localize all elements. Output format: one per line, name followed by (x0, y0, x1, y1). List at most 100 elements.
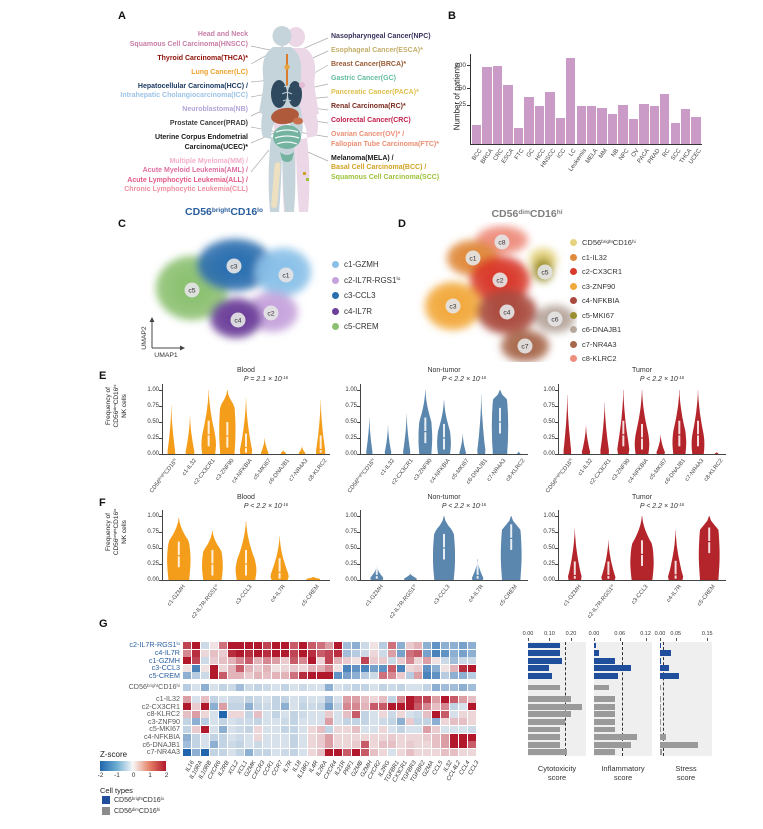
heatmap-cell (254, 649, 263, 657)
heatmap-cell (387, 748, 396, 756)
organs (271, 54, 309, 208)
heatmap-cell (236, 684, 245, 691)
zscore-tick-label: 1 (148, 772, 152, 779)
score-tick-mark (570, 638, 572, 641)
score-bar (594, 741, 631, 748)
y-tick-mark (357, 422, 360, 423)
y-tick-label: 0.50 (345, 418, 357, 425)
heatmap-cell (396, 703, 405, 711)
cluster-badge-label: c1 (469, 255, 476, 262)
heatmap-cell (387, 672, 396, 680)
heatmap-cell (325, 695, 334, 703)
cluster-badge (499, 304, 515, 320)
heatmap-cell (369, 741, 378, 749)
heatmap-cell (218, 710, 227, 718)
heatmap-cell (343, 710, 352, 718)
heatmap-cell (441, 733, 450, 741)
heatmap-cell (334, 649, 343, 657)
heatmap-cell (307, 726, 316, 733)
heatmap-cell (432, 710, 441, 718)
score-tick-mark (660, 638, 661, 641)
heatmap-cell (423, 657, 432, 665)
heatmap-cell (236, 726, 245, 733)
heatmap-cell (361, 703, 370, 711)
x-axis-line (162, 580, 330, 582)
cluster-badge (184, 282, 200, 298)
heatmap-cell (272, 695, 281, 703)
heatmap-cell (280, 695, 289, 703)
heatmap-cell (263, 684, 272, 691)
heatmap-cell (387, 733, 396, 741)
heatmap-cell (200, 726, 209, 733)
heatmap-cell (450, 664, 459, 672)
heatmap-row-label: c2-CX3CR1 (141, 701, 180, 711)
axis-category-label-text: CD56brightCD16hi (544, 457, 574, 495)
legend-label: c7-NR4A3 (582, 339, 617, 349)
heatmap-cell (209, 733, 218, 741)
heatmap-cell (245, 649, 254, 657)
heatmap-cell (361, 748, 370, 756)
y-tick-mark (159, 390, 162, 391)
cancer-labels-left: Head and Neck Squamous Cell Carcinoma(HNS… (95, 30, 248, 199)
heatmap-cell (432, 748, 441, 756)
x-axis-line (162, 454, 330, 456)
heatmap-cell (450, 703, 459, 711)
heatmap-cell (405, 695, 414, 703)
heatmap-cell (441, 741, 450, 749)
heatmap-cell (272, 741, 281, 749)
axis-category-label-text: c5-CREM (696, 584, 717, 608)
heatmap-cell (191, 642, 200, 649)
heatmap-cell (316, 642, 325, 649)
y-tick-label: 0.75 (543, 402, 555, 409)
heatmap-cell (352, 649, 361, 657)
zscore-tick-label: -2 (97, 772, 104, 779)
heatmap-cell (289, 726, 298, 733)
violin-pvalue: P < 2.2 × 10-16 (243, 502, 289, 510)
heatmap-cell (218, 748, 227, 756)
score-panel-bg (660, 642, 712, 756)
heatmap-cell (378, 710, 387, 718)
bar (513, 128, 524, 144)
heatmap-cell (289, 684, 298, 691)
panel-label-e: E (99, 370, 107, 382)
heatmap-cell (289, 733, 298, 741)
heatmap-cell (396, 695, 405, 703)
heatmap-cell (405, 703, 414, 711)
heatmap-cell (298, 642, 307, 649)
heatmap-cell (467, 718, 476, 726)
heatmap-cell (387, 657, 396, 665)
score-bar (594, 673, 618, 679)
heatmap-cell (458, 726, 467, 733)
violin-plot-svg (568, 516, 720, 580)
heatmap-cell (254, 695, 263, 703)
heatmap-cell (272, 684, 281, 691)
heatmap-cell (298, 664, 307, 672)
heatmap-cell (263, 748, 272, 756)
heatmap-cell (298, 672, 307, 680)
violin (601, 540, 616, 580)
heatmap-cell (289, 741, 298, 749)
heatmap-cell (280, 733, 289, 741)
legend-item: c1-GZMH (332, 260, 379, 269)
heatmap-cell (423, 664, 432, 672)
heatmap-cell (200, 657, 209, 665)
heatmap-cell (441, 657, 450, 665)
cancer-label: Carcinoma(UCEC)* (184, 143, 248, 151)
heatmap-cell (423, 726, 432, 733)
y-tick-label: 0.25 (543, 560, 555, 567)
heatmap-cell (316, 684, 325, 691)
heatmap-cell (361, 695, 370, 703)
y-tick-mark (555, 516, 558, 517)
heatmap-cell (467, 741, 476, 749)
y-tick-mark (159, 454, 162, 455)
heatmap-cell (263, 672, 272, 680)
legend-label: c4-IL7R (344, 306, 373, 316)
heatmap-cell (414, 741, 423, 749)
heatmap-cell (316, 695, 325, 703)
y-tick-mark (159, 406, 162, 407)
violin (185, 415, 195, 454)
heatmap-cell (236, 710, 245, 718)
axis-category-label-text: MM (598, 148, 610, 160)
score-tick-label: 0.05 (670, 631, 682, 637)
cluster-badge (492, 272, 508, 288)
